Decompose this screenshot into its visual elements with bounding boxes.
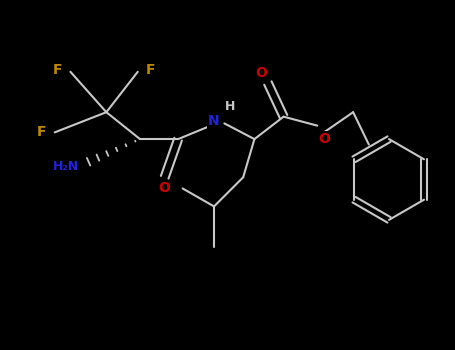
Text: H₂N: H₂N <box>53 160 80 173</box>
Text: N: N <box>208 114 220 128</box>
Text: F: F <box>37 125 47 139</box>
Text: F: F <box>53 63 62 77</box>
Text: O: O <box>255 66 267 80</box>
Text: F: F <box>146 63 155 77</box>
Text: O: O <box>159 181 171 195</box>
Text: H: H <box>225 100 235 113</box>
Text: O: O <box>318 132 330 146</box>
